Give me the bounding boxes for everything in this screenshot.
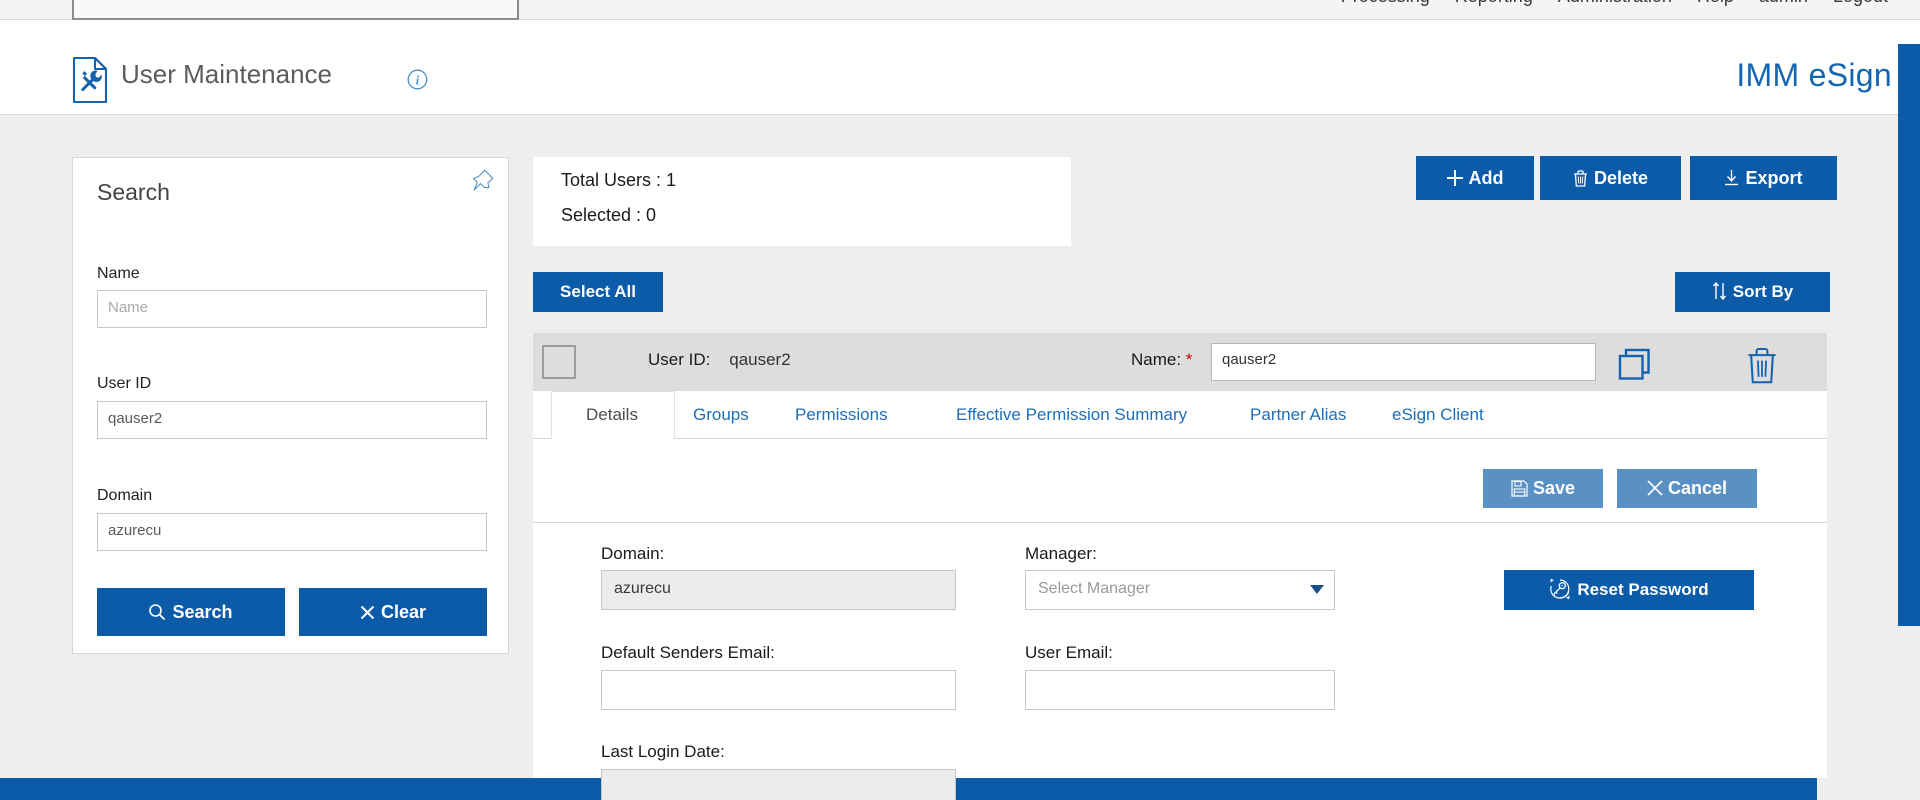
svg-text:i: i bbox=[416, 74, 420, 88]
